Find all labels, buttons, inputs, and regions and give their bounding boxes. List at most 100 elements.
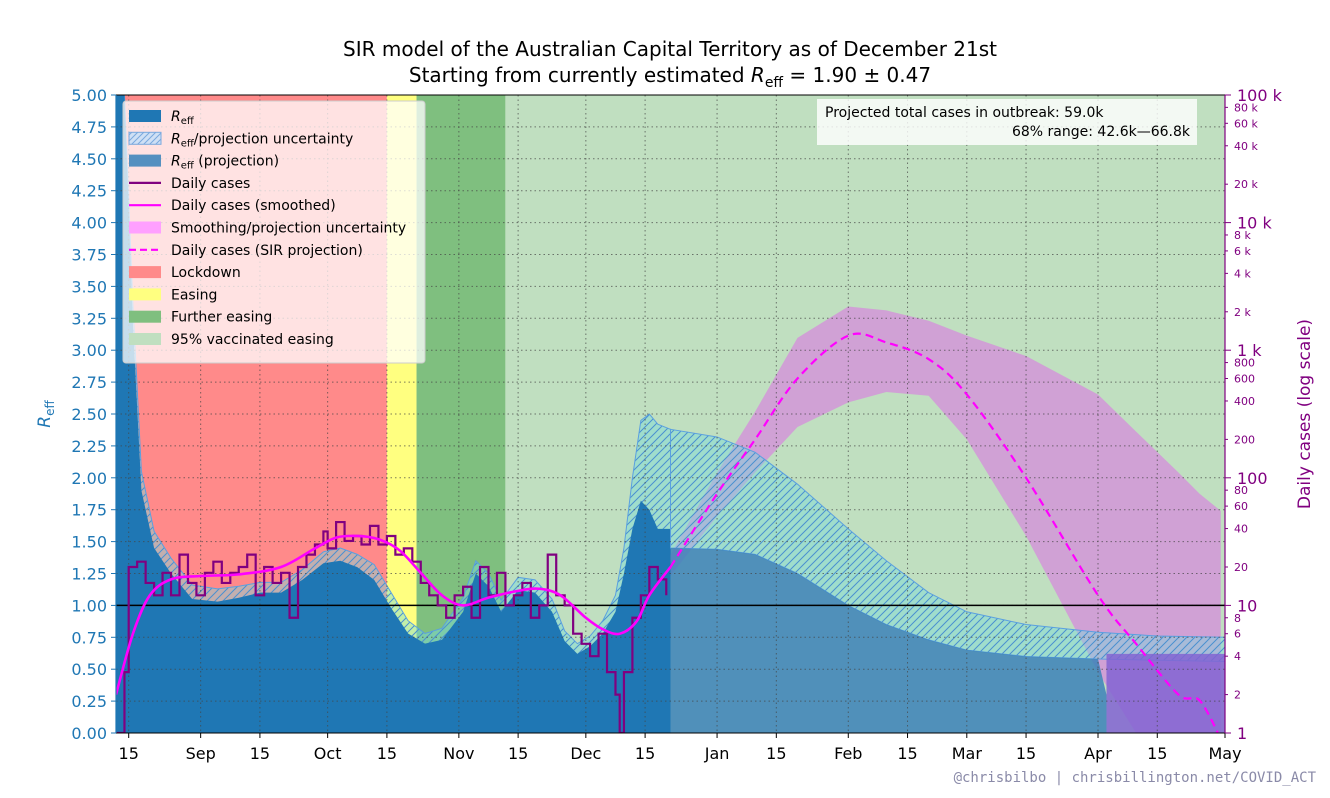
chart-title-line1: SIR model of the Australian Capital Terr… — [343, 37, 997, 61]
left-tick-label-20: 5.00 — [71, 86, 107, 105]
title-reff-sub: eff — [765, 75, 784, 91]
left-tick-label-1: 0.25 — [71, 692, 107, 711]
left-tick-label-14: 3.50 — [71, 277, 107, 296]
annotation-box — [817, 99, 1197, 145]
right-minor-label-17: 40 k — [1234, 140, 1258, 153]
x-tick-label-2: 15 — [250, 744, 270, 763]
right-minor-label-11: 800 — [1234, 357, 1255, 370]
x-tick-label-5: Nov — [443, 744, 474, 763]
right-major-label-4: 10 k — [1237, 214, 1272, 233]
right-minor-label-15: 8 k — [1234, 229, 1251, 242]
legend-label-0: Reff — [171, 109, 195, 127]
left-tick-label-6: 1.50 — [71, 533, 107, 552]
right-minor-label-6: 60 — [1234, 500, 1248, 513]
left-tick-label-19: 4.75 — [71, 118, 107, 137]
projection-annotation: Projected total cases in outbreak: 59.0k… — [817, 99, 1197, 145]
x-axis-ticks: 15 Sep 15 Oct 15 Nov 15 Dec 15 Jan 15 Feb 15 Mar 15 Apr… — [119, 733, 1242, 763]
title-reff-symbol: R — [751, 63, 765, 87]
sir-projection-line — [669, 332, 1220, 733]
right-minor-label-10: 600 — [1234, 373, 1255, 386]
right-minor-label-18: 60 k — [1234, 117, 1258, 130]
title-value: = 1.90 ± 0.47 — [783, 63, 931, 87]
right-minor-label-16: 20 k — [1234, 178, 1258, 191]
right-minor-label-7: 80 — [1234, 484, 1248, 497]
x-tick-label-7: Dec — [570, 744, 601, 763]
left-tick-label-13: 3.25 — [71, 309, 107, 328]
left-tick-label-8: 2.00 — [71, 469, 107, 488]
left-tick-label-2: 0.50 — [71, 660, 107, 679]
annotation-range: 68% range: 42.6k—66.8k — [1012, 124, 1191, 140]
legend-swatch-7 — [129, 266, 161, 279]
legend-label-10: 95% vaccinated easing — [171, 332, 334, 348]
reff-projection-area — [670, 547, 1107, 733]
sir-projection-uncertainty — [670, 306, 1221, 733]
left-tick-label-10: 2.50 — [71, 405, 107, 424]
left-tick-label-0: 0.00 — [71, 724, 107, 743]
right-minor-label-4: 20 — [1234, 561, 1248, 574]
x-tick-label-6: 15 — [508, 744, 528, 763]
right-minor-label-12: 2 k — [1234, 306, 1251, 319]
x-tick-label-15: Apr — [1084, 744, 1112, 763]
right-major-label-3: 1 k — [1237, 341, 1262, 360]
right-minor-label-19: 80 k — [1234, 101, 1258, 114]
legend-label-8: Easing — [171, 287, 217, 303]
x-tick-label-16: 15 — [1147, 744, 1167, 763]
right-axis-ticks: 1 10 100 1 k 10 k 100 k 2 4 6 8 20 40 60 80 200 400 600 8… — [1225, 86, 1283, 743]
x-tick-label-13: Mar — [952, 744, 983, 763]
left-tick-label-9: 2.25 — [71, 437, 107, 456]
annotation-total: Projected total cases in outbreak: 59.0k — [825, 105, 1104, 121]
legend-swatch-5 — [129, 221, 161, 234]
watermark: @chrisbilbo | chrisbillington.net/COVID_… — [954, 770, 1317, 786]
left-tick-label-11: 2.75 — [71, 373, 107, 392]
x-tick-label-9: Jan — [704, 744, 730, 763]
x-tick-label-8: 15 — [635, 744, 655, 763]
left-tick-label-16: 4.00 — [71, 214, 107, 233]
left-tick-label-5: 1.25 — [71, 565, 107, 584]
left-tick-label-12: 3.00 — [71, 341, 107, 360]
legend-swatch-10 — [129, 333, 161, 345]
right-minor-label-1: 4 — [1234, 650, 1241, 663]
legend-items: Reff Reff/projection uncertainty Reff (pro… — [128, 109, 406, 348]
x-tick-label-11: Feb — [834, 744, 862, 763]
right-minor-label-5: 40 — [1234, 523, 1248, 536]
smoothed-cases-line — [116, 534, 672, 695]
left-tick-label-4: 1.00 — [71, 596, 107, 615]
chart-title: SIR model of the Australian Capital Terr… — [343, 37, 997, 91]
right-major-label-2: 100 — [1237, 469, 1268, 488]
legend-label-7: Lockdown — [171, 265, 241, 281]
right-minor-label-0: 2 — [1234, 689, 1241, 702]
left-axis-label: Reff — [35, 400, 57, 428]
sir-projection-tail-area — [1106, 653, 1225, 733]
x-tick-label-4: 15 — [377, 744, 397, 763]
right-minor-label-13: 4 k — [1234, 267, 1251, 280]
right-minor-label-14: 6 k — [1234, 245, 1251, 258]
chart-title-line2: Starting from currently estimated Reff =… — [409, 63, 931, 91]
left-tick-label-17: 4.25 — [71, 182, 107, 201]
daily-cases-line — [116, 520, 668, 733]
title-prefix: Starting from currently estimated — [409, 63, 751, 87]
x-tick-label-17: May — [1208, 744, 1241, 763]
legend-swatch-1 — [128, 131, 162, 145]
x-tick-label-3: Oct — [314, 744, 342, 763]
right-axis-label: Daily cases (log scale) — [1295, 319, 1315, 509]
left-tick-label-15: 3.75 — [71, 246, 107, 265]
right-major-label-0: 1 — [1237, 724, 1247, 743]
x-tick-label-14: 15 — [1016, 744, 1036, 763]
legend-label-1: Reff/projection uncertainty — [171, 131, 353, 149]
legend: Reff Reff/projection uncertainty Reff (pro… — [122, 100, 426, 364]
right-major-label-1: 10 — [1237, 596, 1257, 615]
x-tick-label-10: 15 — [766, 744, 786, 763]
sir-uncertainty-band — [670, 306, 1221, 733]
x-tick-label-0: 15 — [119, 744, 139, 763]
right-minor-label-8: 200 — [1234, 433, 1255, 446]
cases-lines — [116, 332, 1220, 733]
left-tick-label-3: 0.75 — [71, 628, 107, 647]
x-tick-label-12: 15 — [897, 744, 917, 763]
reff-projection-uncertainty — [670, 428, 1225, 663]
legend-swatch-2 — [129, 154, 161, 167]
legend-swatch-0 — [129, 110, 161, 122]
legend-label-3: Daily cases — [171, 176, 250, 192]
legend-label-4: Daily cases (smoothed) — [171, 198, 336, 214]
right-minor-label-9: 400 — [1234, 395, 1255, 408]
